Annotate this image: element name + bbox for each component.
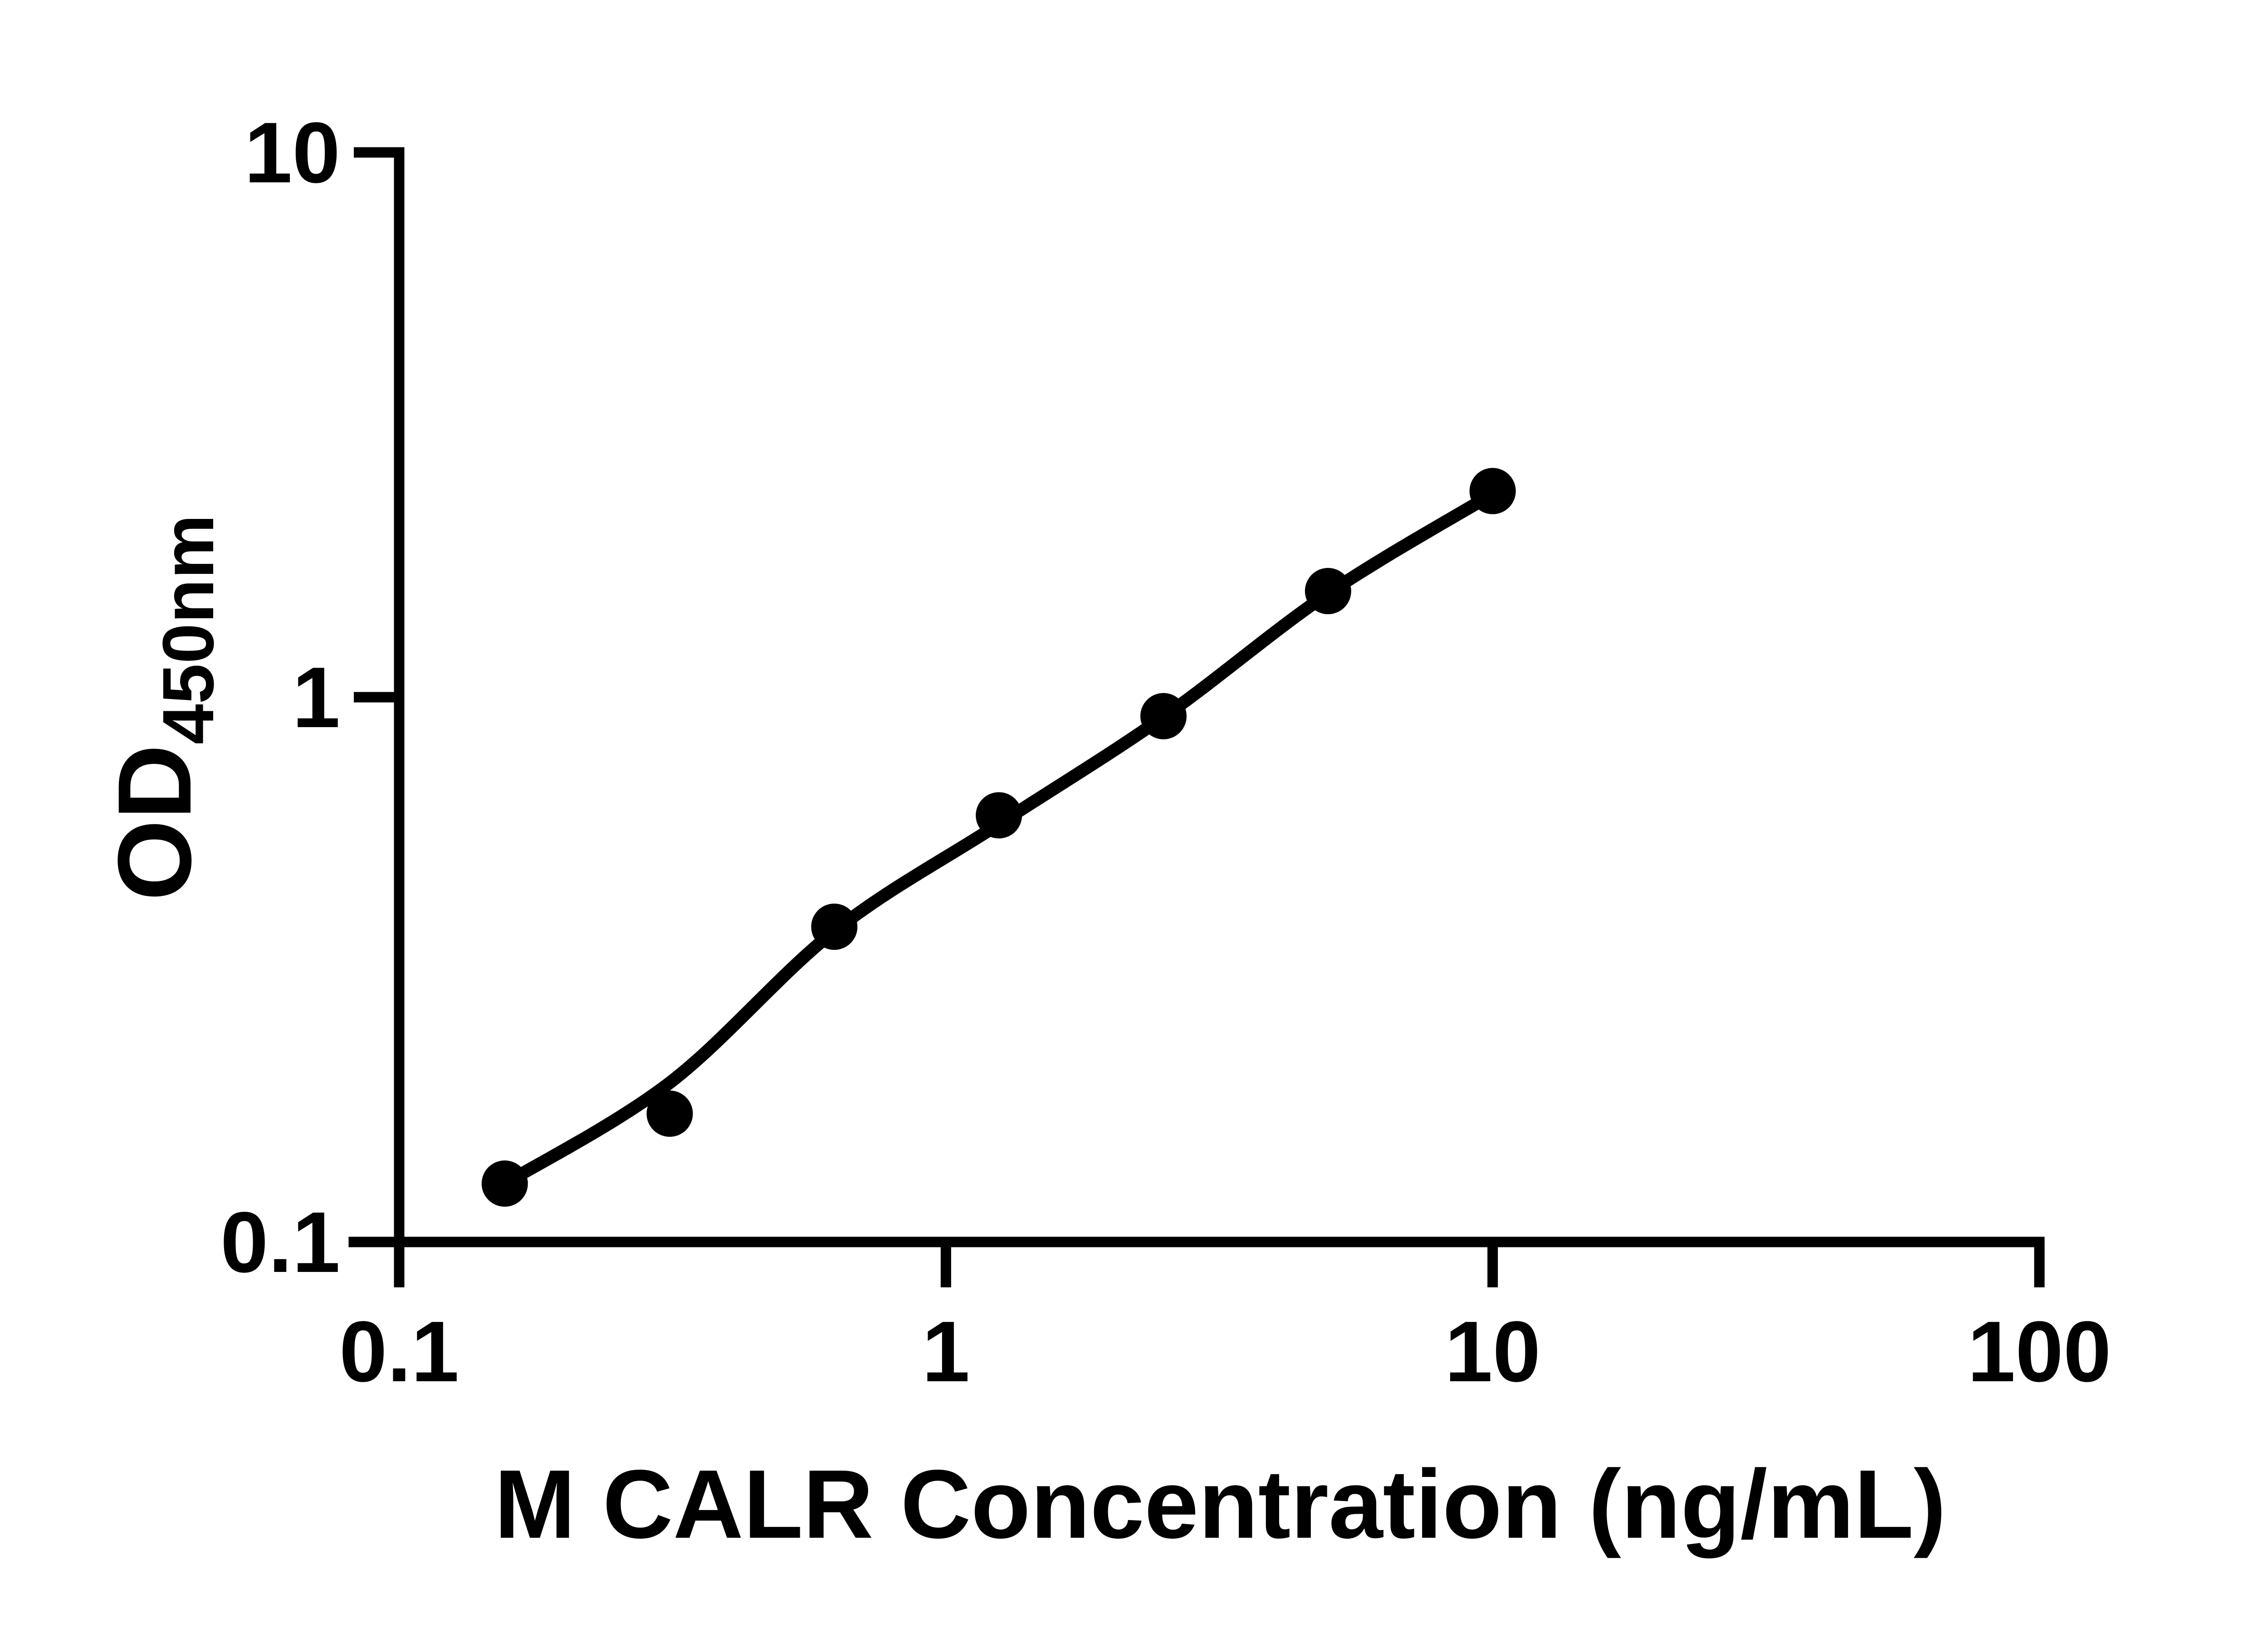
data-point: [1469, 468, 1516, 514]
x-tick-label: 100: [1967, 1304, 2111, 1400]
y-axis-title-main: OD: [96, 744, 213, 901]
x-tick-label: 1: [922, 1304, 970, 1400]
x-tick-label: 0.1: [339, 1304, 459, 1400]
axis-ticks: [354, 147, 2045, 1287]
y-axis-title-subscript: 450nm: [147, 514, 229, 744]
data-point: [1305, 568, 1351, 615]
y-tick-label: 1: [292, 650, 340, 746]
data-points: [481, 468, 1516, 1207]
x-axis-title: M CALR Concentration (ng/mL): [494, 1449, 1946, 1559]
data-point: [976, 792, 1022, 839]
y-tick-label: 10: [244, 105, 340, 201]
x-tick-label: 10: [1445, 1304, 1540, 1400]
tick-labels: 0.1 1 10 0.1 1 10 100: [220, 105, 2112, 1400]
data-point: [1140, 693, 1187, 739]
data-point: [646, 1090, 693, 1137]
y-tick-label: 0.1: [220, 1194, 340, 1291]
data-point: [481, 1160, 528, 1207]
y-axis-title: OD450nm: [96, 514, 229, 901]
data-point: [811, 904, 858, 950]
